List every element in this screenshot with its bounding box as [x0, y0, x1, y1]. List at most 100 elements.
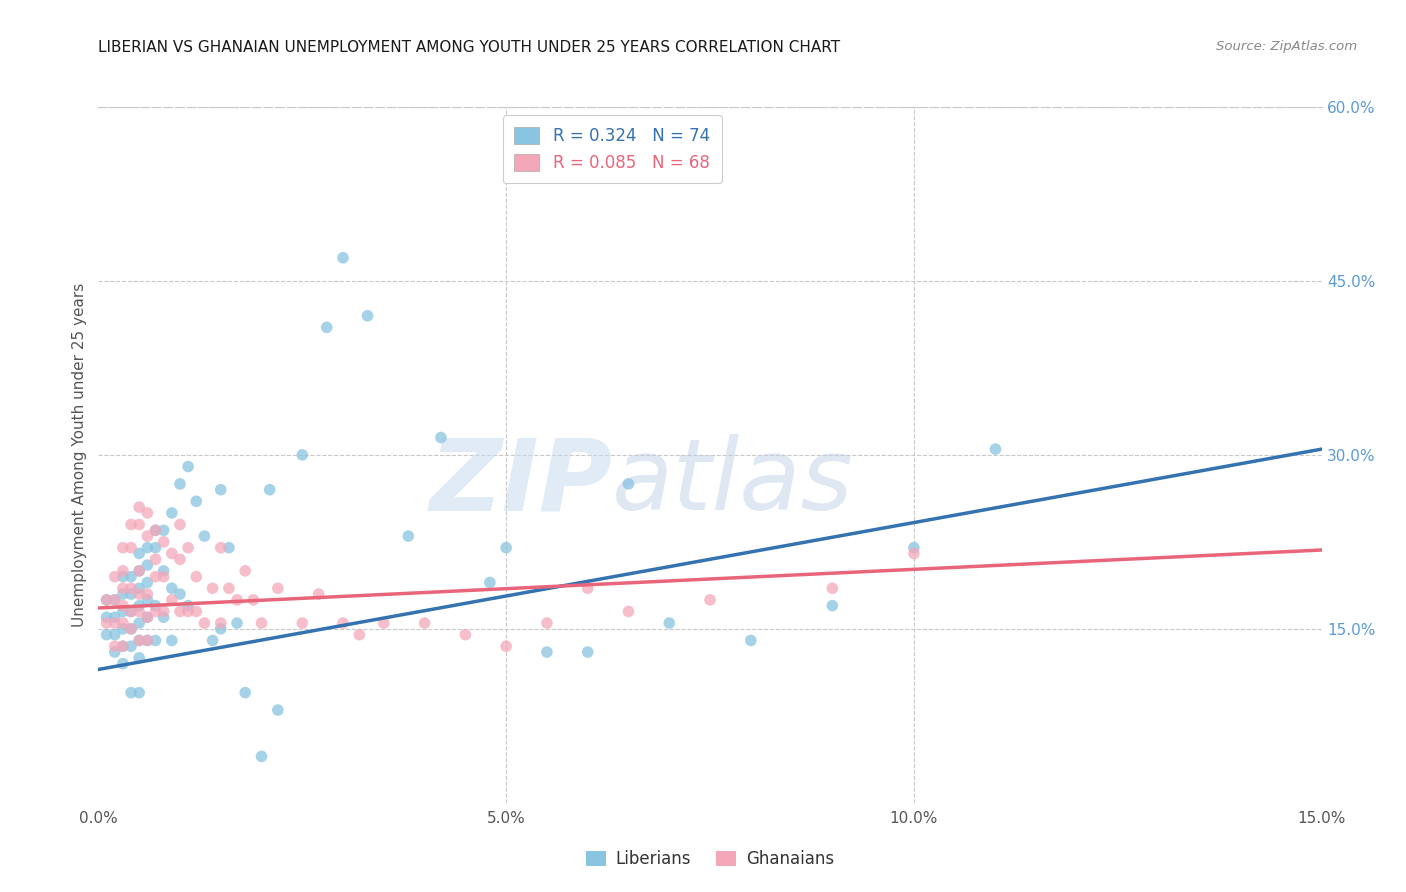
Point: [186, 569, 208, 583]
Text: ZIP: ZIP: [429, 434, 612, 532]
Point: [413, 615, 436, 630]
Point: [478, 575, 501, 590]
Point: [396, 529, 419, 543]
Point: [111, 599, 134, 613]
Point: [226, 592, 249, 607]
Y-axis label: Unemployment Among Youth under 25 years: Unemployment Among Youth under 25 years: [72, 283, 87, 627]
Point: [152, 564, 174, 578]
Point: [136, 529, 159, 543]
Point: [111, 639, 134, 653]
Point: [111, 622, 134, 636]
Point: [160, 633, 183, 648]
Point: [145, 569, 167, 583]
Point: [120, 582, 142, 596]
Point: [111, 615, 134, 630]
Point: [111, 564, 134, 578]
Point: [104, 639, 127, 653]
Point: [373, 615, 395, 630]
Point: [218, 541, 240, 555]
Point: [169, 587, 191, 601]
Point: [201, 633, 224, 648]
Point: [128, 615, 150, 630]
Point: [250, 615, 273, 630]
Point: [536, 645, 558, 659]
Point: [699, 592, 721, 607]
Point: [193, 529, 215, 543]
Point: [160, 506, 183, 520]
Point: [536, 615, 558, 630]
Point: [104, 645, 127, 659]
Point: [136, 558, 159, 573]
Point: [145, 633, 167, 648]
Point: [186, 605, 208, 619]
Point: [120, 685, 142, 699]
Point: [128, 564, 150, 578]
Point: [209, 483, 232, 497]
Point: [160, 546, 183, 561]
Point: [658, 615, 681, 630]
Point: [169, 476, 191, 491]
Point: [136, 610, 159, 624]
Point: [201, 582, 224, 596]
Point: [291, 615, 314, 630]
Text: atlas: atlas: [612, 434, 853, 532]
Point: [104, 592, 127, 607]
Point: [145, 605, 167, 619]
Point: [128, 651, 150, 665]
Point: [128, 587, 150, 601]
Point: [111, 639, 134, 653]
Point: [193, 615, 215, 630]
Point: [136, 633, 159, 648]
Point: [356, 309, 378, 323]
Point: [903, 546, 925, 561]
Text: Source: ZipAtlas.com: Source: ZipAtlas.com: [1216, 40, 1357, 54]
Point: [111, 582, 134, 596]
Point: [104, 615, 127, 630]
Point: [96, 628, 118, 642]
Point: [152, 534, 174, 549]
Point: [152, 569, 174, 583]
Point: [120, 517, 142, 532]
Point: [242, 592, 264, 607]
Point: [177, 459, 200, 474]
Point: [495, 541, 517, 555]
Point: [617, 476, 640, 491]
Point: [821, 582, 844, 596]
Point: [160, 592, 183, 607]
Point: [984, 442, 1007, 456]
Point: [136, 587, 159, 601]
Point: [169, 605, 191, 619]
Point: [120, 622, 142, 636]
Point: [233, 564, 256, 578]
Point: [128, 633, 150, 648]
Point: [145, 541, 167, 555]
Point: [454, 628, 477, 642]
Point: [128, 500, 150, 514]
Text: LIBERIAN VS GHANAIAN UNEMPLOYMENT AMONG YOUTH UNDER 25 YEARS CORRELATION CHART: LIBERIAN VS GHANAIAN UNEMPLOYMENT AMONG …: [98, 40, 841, 55]
Point: [576, 582, 599, 596]
Point: [104, 592, 127, 607]
Point: [332, 251, 354, 265]
Point: [209, 622, 232, 636]
Point: [740, 633, 762, 648]
Point: [169, 552, 191, 566]
Point: [111, 657, 134, 671]
Point: [145, 599, 167, 613]
Point: [576, 645, 599, 659]
Point: [96, 610, 118, 624]
Point: [96, 615, 118, 630]
Point: [218, 582, 240, 596]
Point: [111, 569, 134, 583]
Point: [128, 599, 150, 613]
Point: [136, 575, 159, 590]
Point: [120, 622, 142, 636]
Point: [136, 633, 159, 648]
Point: [120, 639, 142, 653]
Point: [96, 592, 118, 607]
Point: [111, 541, 134, 555]
Point: [315, 320, 337, 334]
Point: [160, 582, 183, 596]
Point: [152, 523, 174, 537]
Point: [209, 615, 232, 630]
Point: [128, 564, 150, 578]
